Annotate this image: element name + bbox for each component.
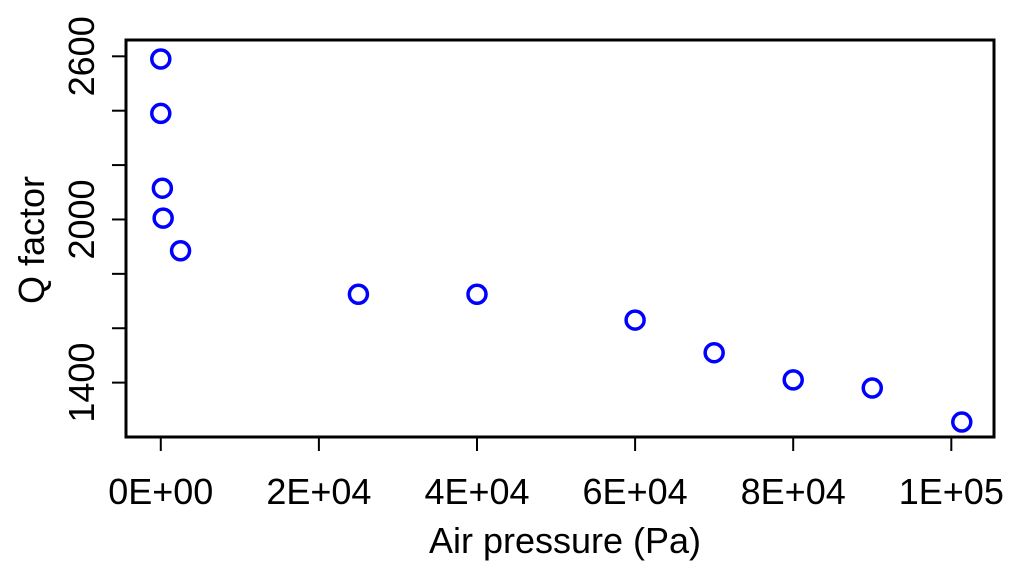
x-tick-label: 6E+04 [583,471,688,512]
data-point [152,207,174,229]
y-tick-label: 1400 [61,343,102,423]
data-point [466,283,488,305]
data-point [347,283,370,305]
data-point [782,369,804,391]
y-axis-title: Q factor [11,176,52,304]
data-point [150,48,172,70]
data-point [703,341,725,364]
x-tick-label: 8E+04 [741,471,846,512]
x-tick-label: 4E+04 [424,471,529,512]
y-tick-label: 2000 [61,179,102,259]
x-tick-label: 0E+00 [108,471,213,512]
data-point [861,377,884,399]
plot-frame [124,38,996,439]
x-tick-label: 1E+05 [899,471,1004,512]
y-tick-label: 2600 [61,16,102,96]
data-point [151,177,174,199]
y-axis: 1400 2000 2600 [61,16,127,423]
x-tick-label: 2E+04 [266,471,371,512]
data-point [951,411,973,433]
x-axis: 0E+00 2E+04 4E+04 6E+04 8E+04 1E+05 [108,436,1004,512]
data-points [150,48,973,433]
data-point [150,102,172,125]
x-axis-title: Air pressure (Pa) [429,520,701,561]
data-point [169,239,192,262]
data-point [624,309,646,331]
